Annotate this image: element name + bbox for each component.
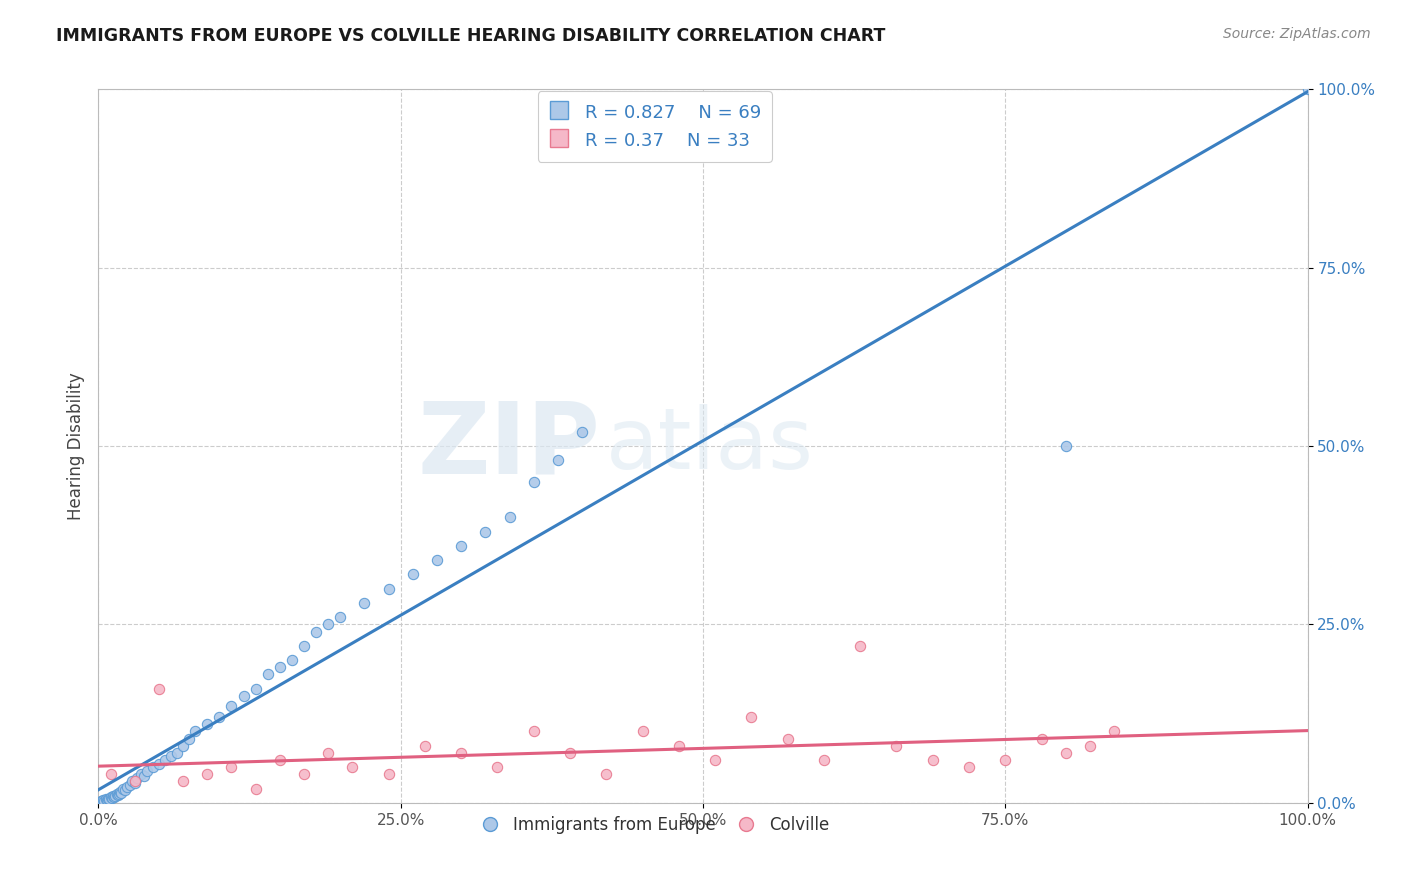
Point [813, 753, 835, 767]
Point [208, 710, 231, 724]
Legend: Immigrants from Europe, Colville: Immigrants from Europe, Colville [474, 810, 837, 841]
Point [994, 753, 1017, 767]
Point [377, 767, 399, 781]
Point [96, 793, 118, 807]
Point [172, 774, 194, 789]
Point [631, 724, 654, 739]
Point [91, 793, 114, 807]
Point [94, 792, 117, 806]
Point [100, 767, 122, 781]
Point [101, 789, 124, 804]
Point [426, 553, 449, 567]
Point [269, 660, 291, 674]
Point [98, 792, 121, 806]
Point [558, 746, 581, 760]
Point [97, 791, 120, 805]
Point [117, 780, 139, 794]
Point [269, 753, 291, 767]
Point [127, 771, 149, 785]
Point [103, 790, 125, 805]
Point [148, 756, 170, 771]
Point [305, 624, 328, 639]
Point [142, 760, 165, 774]
Point [111, 781, 134, 796]
Point [118, 778, 141, 792]
Point [221, 760, 243, 774]
Point [571, 425, 593, 439]
Point [100, 790, 122, 805]
Point [148, 681, 170, 696]
Point [124, 776, 146, 790]
Point [329, 610, 352, 624]
Text: IMMIGRANTS FROM EUROPE VS COLVILLE HEARING DISABILITY CORRELATION CHART: IMMIGRANTS FROM EUROPE VS COLVILLE HEARI… [56, 27, 886, 45]
Point [110, 786, 132, 800]
Text: atlas: atlas [606, 404, 814, 488]
Point [104, 789, 127, 803]
Point [153, 753, 176, 767]
Point [114, 783, 136, 797]
Point [107, 788, 129, 802]
Point [108, 787, 131, 801]
Point [776, 731, 799, 746]
Point [292, 767, 315, 781]
Point [1054, 439, 1077, 453]
Point [1031, 731, 1053, 746]
Point [704, 753, 727, 767]
Point [316, 746, 339, 760]
Point [547, 453, 569, 467]
Y-axis label: Hearing Disability: Hearing Disability [66, 372, 84, 520]
Point [1078, 739, 1101, 753]
Point [256, 667, 278, 681]
Point [100, 790, 122, 805]
Point [402, 567, 425, 582]
Point [221, 699, 243, 714]
Point [90, 794, 112, 808]
Point [413, 739, 436, 753]
Point [1054, 746, 1077, 760]
Point [135, 764, 157, 778]
Text: Source: ZipAtlas.com: Source: ZipAtlas.com [1223, 27, 1371, 41]
Point [245, 681, 267, 696]
Point [740, 710, 762, 724]
Point [450, 746, 472, 760]
Point [108, 785, 131, 799]
Text: ZIP: ZIP [418, 398, 600, 494]
Point [486, 760, 509, 774]
Point [353, 596, 375, 610]
Point [160, 749, 183, 764]
Point [124, 774, 146, 789]
Point [166, 746, 188, 760]
Point [292, 639, 315, 653]
Point [921, 753, 943, 767]
Point [886, 739, 908, 753]
Point [134, 769, 156, 783]
Point [172, 739, 194, 753]
Point [93, 794, 115, 808]
Point [121, 774, 143, 789]
Point [316, 617, 339, 632]
Point [342, 760, 364, 774]
Point [595, 767, 617, 781]
Point [245, 781, 267, 796]
Point [1102, 724, 1125, 739]
Point [957, 760, 980, 774]
Point [668, 739, 690, 753]
Point [450, 539, 472, 553]
Point [1296, 82, 1319, 96]
Point [498, 510, 520, 524]
Point [281, 653, 304, 667]
Point [849, 639, 872, 653]
Point [195, 767, 218, 781]
Point [91, 794, 114, 808]
Point [184, 724, 207, 739]
Point [523, 724, 546, 739]
Point [105, 787, 128, 801]
Point [179, 731, 201, 746]
Point [232, 689, 254, 703]
Point [474, 524, 496, 539]
Point [129, 767, 152, 781]
Point [523, 475, 546, 489]
Point [195, 717, 218, 731]
Point [377, 582, 399, 596]
